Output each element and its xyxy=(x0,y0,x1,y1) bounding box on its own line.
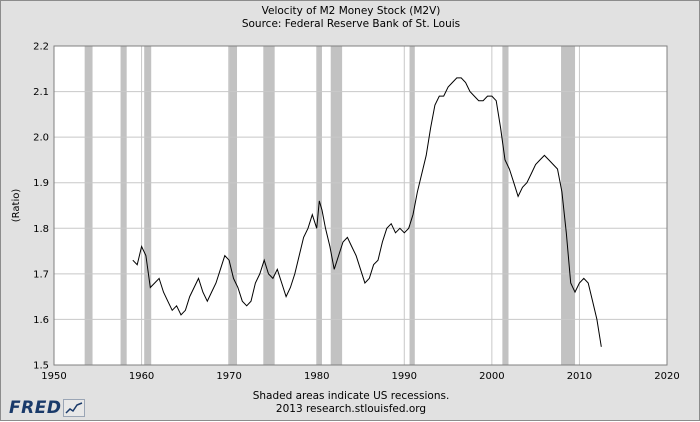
y-tick-label: 1.9 xyxy=(33,178,49,189)
x-tick-label: 1950 xyxy=(41,371,66,382)
recession-band xyxy=(409,46,415,365)
y-tick-label: 1.6 xyxy=(33,315,49,326)
y-tick-label: 2.2 xyxy=(33,42,49,53)
source-credit: 2013 research.stlouisfed.org xyxy=(275,403,427,415)
chart-subtitle: Source: Federal Reserve Bank of St. Loui… xyxy=(241,18,461,30)
chart-thumbnail-icon xyxy=(63,399,86,417)
fred-logo[interactable]: FRED xyxy=(9,398,86,418)
x-tick-label: 2010 xyxy=(567,371,592,382)
fred-logo-text: FRED xyxy=(9,398,62,418)
recession-band xyxy=(84,46,93,365)
x-tick-label: 2000 xyxy=(479,371,504,382)
plot-border xyxy=(53,45,668,366)
x-tick-label: 1970 xyxy=(216,371,241,382)
recession-band xyxy=(144,46,152,365)
x-tick-label: 1980 xyxy=(304,371,329,382)
y-tick-label: 1.8 xyxy=(33,224,49,235)
y-tick-label: 1.5 xyxy=(33,361,49,372)
y-tick-label: 1.7 xyxy=(33,269,49,280)
m2v-series-line xyxy=(132,77,602,347)
y-tick-label: 2.0 xyxy=(33,133,49,144)
recession-band xyxy=(263,46,275,365)
recession-note: Shaded areas indicate US recessions. xyxy=(252,390,450,402)
y-tick-label: 2.1 xyxy=(33,87,49,98)
recession-band xyxy=(120,46,127,365)
recession-band xyxy=(228,46,238,365)
x-tick-label: 1990 xyxy=(392,371,417,382)
chart-title: Velocity of M2 Money Stock (M2V) xyxy=(261,5,441,17)
recession-band xyxy=(330,46,343,365)
y-axis-label: (Ratio) xyxy=(11,189,22,223)
x-tick-label: 1960 xyxy=(129,371,154,382)
x-tick-label: 2020 xyxy=(654,371,679,382)
recession-band xyxy=(502,46,509,365)
